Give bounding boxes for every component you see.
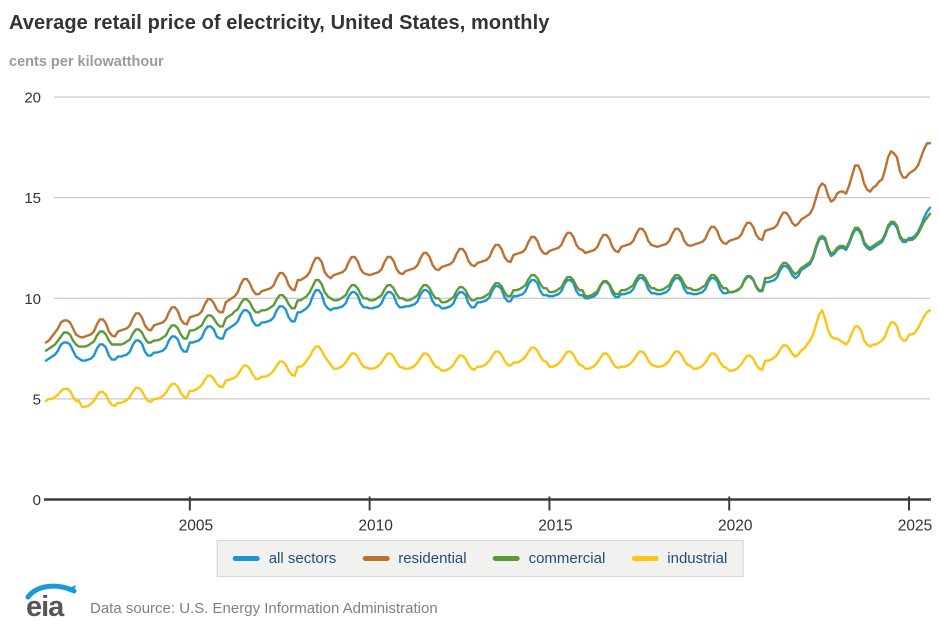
eia-logo: eia [25,583,77,622]
legend-swatch-industrial [631,556,659,561]
legend-label: commercial [528,550,606,567]
y-tick-label-15: 15 [24,190,41,207]
legend-item-all-sectors[interactable]: all sectors [232,550,337,567]
data-source-text: Data source: U.S. Energy Information Adm… [90,599,438,617]
legend-item-commercial[interactable]: commercial [492,550,606,567]
legend-swatch-all-sectors [232,556,260,561]
series-line-commercial [44,212,932,352]
page-title: Average retail price of electricity, Uni… [9,12,550,34]
legend-label: residential [398,550,467,567]
eia-logo-swoosh-tip [69,585,76,591]
chart-footer: eia Data source: U.S. Energy Information… [24,580,438,622]
eia-logo-text: eia [26,591,65,622]
x-tick-label-2015: 2015 [538,518,572,535]
legend-item-residential[interactable]: residential [362,550,467,567]
y-axis-unit-label: cents per kilowatthour [9,54,164,70]
series-line-industrial [44,309,932,409]
legend-label: industrial [667,550,728,567]
x-tick-label-2005: 2005 [179,518,213,535]
y-tick-label-20: 20 [24,90,41,107]
y-axis-labels: 0 5 10 15 20 [24,90,41,510]
y-tick-label-5: 5 [33,391,41,408]
x-axis: 2005 2010 2015 2020 2025 [44,496,932,535]
legend-label: all sectors [268,550,337,567]
eia-logo-swoosh [25,583,77,600]
y-tick-label-0: 0 [33,492,41,509]
x-tick-label-2020: 2020 [718,518,753,535]
legend-swatch-commercial [492,556,520,561]
x-tick-label-2010: 2010 [358,518,393,535]
series-line-all-sectors [44,206,932,362]
legend-item-industrial[interactable]: industrial [631,550,727,567]
legend-swatch-residential [362,556,390,561]
chart-legend: all sectors residential commercial industri… [216,540,744,577]
gridlines [54,96,930,400]
series-lines [44,142,932,409]
y-tick-label-10: 10 [24,291,41,308]
series-line-residential [44,142,932,344]
x-tick-label-2025: 2025 [898,518,932,535]
